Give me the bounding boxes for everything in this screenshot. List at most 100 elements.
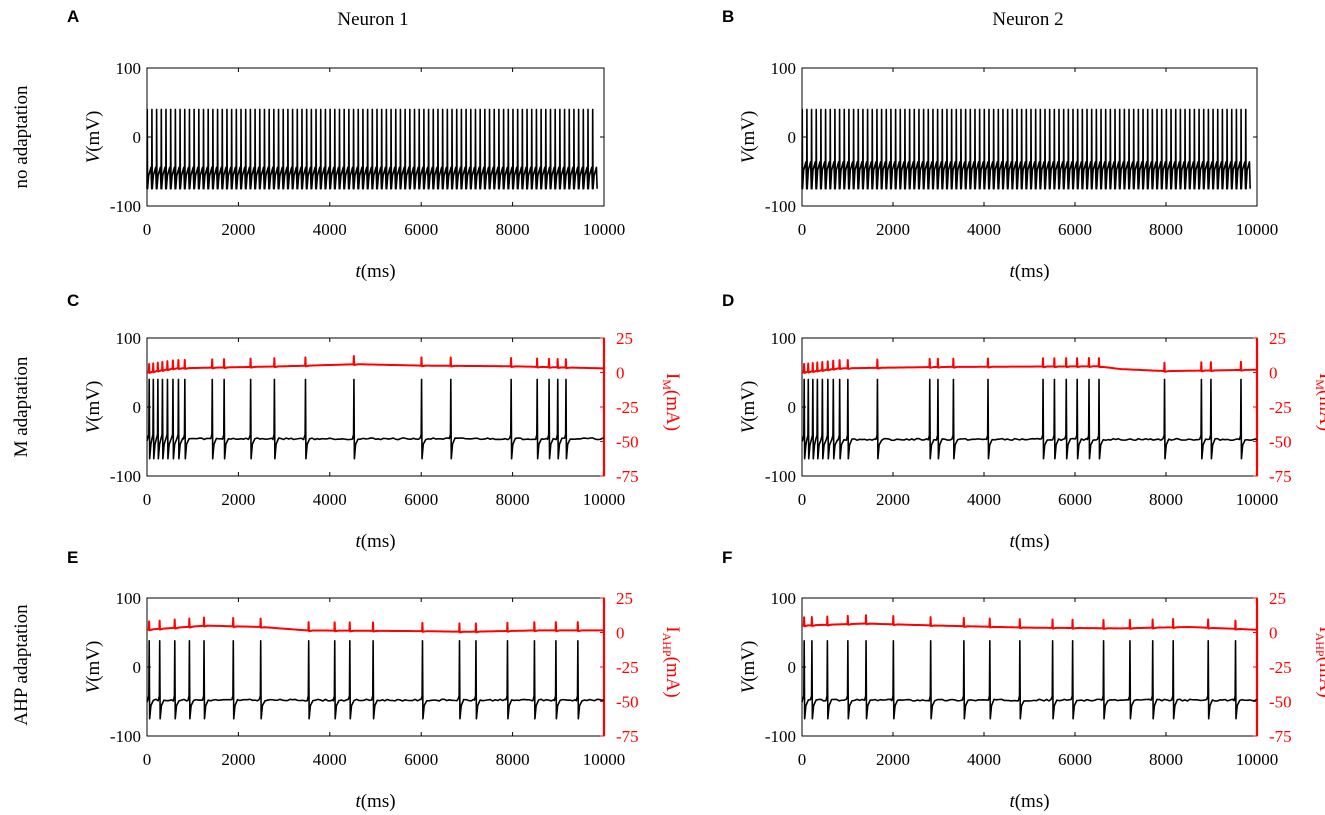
y2-tick-label: -75 xyxy=(616,727,639,746)
y2-tick-label: 25 xyxy=(616,329,633,348)
x-tick-label: 2000 xyxy=(876,750,910,769)
x-tick-label: 0 xyxy=(798,750,807,769)
x-tick-label: 8000 xyxy=(496,750,530,769)
x-tick-label: 2000 xyxy=(876,490,910,509)
y2-axis-label: IAHP(mA) xyxy=(1313,626,1325,698)
y-tick-label: -100 xyxy=(765,197,796,216)
panel-letter-D: D xyxy=(722,291,734,310)
y2-tick-label: -50 xyxy=(616,693,639,712)
x-tick-label: 4000 xyxy=(313,750,347,769)
panel-letter-A: A xyxy=(67,7,79,26)
x-tick-label: 8000 xyxy=(1149,220,1183,239)
y2-tick-label: -50 xyxy=(1269,693,1292,712)
x-tick-label: 10000 xyxy=(1236,220,1279,239)
x-tick-label: 10000 xyxy=(583,750,626,769)
y-tick-label: 0 xyxy=(788,128,797,147)
x-tick-label: 0 xyxy=(143,490,152,509)
y-axis-label: V(mV) xyxy=(83,111,104,164)
current-trace xyxy=(146,616,605,634)
x-tick-label: 2000 xyxy=(221,750,255,769)
column-title-neuron-1: Neuron 1 xyxy=(337,9,408,30)
y2-axis-label: IAHP(mA) xyxy=(660,626,683,698)
y2-tick-label: -50 xyxy=(616,433,639,452)
y-axis-label: V(mV) xyxy=(738,111,759,164)
y2-tick-label: -75 xyxy=(1269,467,1292,486)
x-tick-label: 6000 xyxy=(404,750,438,769)
x-tick-label: 2000 xyxy=(221,220,255,239)
x-tick-label: 6000 xyxy=(1058,750,1092,769)
y2-tick-label: 0 xyxy=(1269,624,1278,643)
x-tick-label: 10000 xyxy=(583,220,626,239)
x-tick-label: 4000 xyxy=(967,490,1001,509)
y-tick-label: -100 xyxy=(110,727,141,746)
y2-tick-label: -75 xyxy=(616,467,639,486)
voltage-trace xyxy=(146,378,605,460)
voltage-trace xyxy=(146,108,598,190)
voltage-trace xyxy=(801,378,1258,460)
x-tick-label: 0 xyxy=(798,490,807,509)
x-axis-label: t(ms) xyxy=(1009,531,1049,552)
x-tick-label: 10000 xyxy=(1236,490,1279,509)
y-tick-label: 100 xyxy=(771,59,797,78)
x-axis-label: t(ms) xyxy=(355,791,395,812)
x-axis-label: t(ms) xyxy=(355,531,395,552)
y2-tick-label: -25 xyxy=(1269,398,1292,417)
y2-tick-label: -25 xyxy=(616,398,639,417)
plot-frame xyxy=(146,337,605,477)
panel-C: C0 2000 4000 6000 8000 10000-1000100t(ms)V(mV… xyxy=(67,291,683,552)
panel-D: D0 2000 4000 6000 8000 10000-1000100t(ms)V(mV… xyxy=(722,291,1325,552)
x-tick-label: 10000 xyxy=(583,490,626,509)
y2-tick-label: 0 xyxy=(616,364,625,383)
x-tick-label: 6000 xyxy=(1058,220,1092,239)
y2-tick-label: 0 xyxy=(1269,364,1278,383)
y-tick-label: -100 xyxy=(765,467,796,486)
x-tick-label: 6000 xyxy=(404,220,438,239)
voltage-trace xyxy=(146,639,605,720)
row-title-ahp-adaptation: AHP adaptation xyxy=(11,604,32,726)
x-tick-label: 4000 xyxy=(967,750,1001,769)
x-tick-label: 4000 xyxy=(313,490,347,509)
panel-letter-E: E xyxy=(67,548,78,567)
x-tick-label: 4000 xyxy=(967,220,1001,239)
y-tick-label: 100 xyxy=(116,59,142,78)
x-tick-label: 6000 xyxy=(1058,490,1092,509)
y-axis-label: V(mV) xyxy=(83,641,104,694)
y2-tick-label: -75 xyxy=(1269,727,1292,746)
plot-frame xyxy=(801,597,1258,737)
y-tick-label: -100 xyxy=(110,467,141,486)
x-tick-label: 10000 xyxy=(1236,750,1279,769)
x-tick-label: 2000 xyxy=(221,490,255,509)
plot-frame xyxy=(801,337,1258,477)
y2-tick-label: 25 xyxy=(616,589,633,608)
x-tick-label: 8000 xyxy=(496,490,530,509)
y2-axis-label: IM(mA) xyxy=(1313,373,1325,431)
x-tick-label: 8000 xyxy=(496,220,530,239)
row-title-no-adaptation: no adaptation xyxy=(11,85,32,188)
y2-axis-label: IM(mA) xyxy=(660,373,683,431)
panel-B: B0 2000 4000 6000 8000 10000-1000100t(ms)V(mV… xyxy=(722,7,1278,282)
panel-E: E0 2000 4000 6000 8000 10000-1000100t(ms)V(mV… xyxy=(67,548,683,812)
x-tick-label: 4000 xyxy=(313,220,347,239)
y2-tick-label: 0 xyxy=(616,624,625,643)
x-axis-label: t(ms) xyxy=(1009,791,1049,812)
y2-tick-label: -25 xyxy=(616,658,639,677)
panel-letter-F: F xyxy=(722,548,732,567)
x-tick-label: 2000 xyxy=(876,220,910,239)
y2-tick-label: -50 xyxy=(1269,433,1292,452)
x-tick-label: 8000 xyxy=(1149,490,1183,509)
y-axis-label: V(mV) xyxy=(738,381,759,434)
y2-tick-label: 25 xyxy=(1269,329,1286,348)
y-tick-label: 0 xyxy=(788,398,797,417)
x-tick-label: 0 xyxy=(143,750,152,769)
voltage-trace xyxy=(801,639,1258,720)
x-axis-label: t(ms) xyxy=(1009,261,1049,282)
column-title-neuron-2: Neuron 2 xyxy=(992,9,1063,30)
y-tick-label: 100 xyxy=(771,589,797,608)
y-tick-label: 100 xyxy=(771,329,797,348)
y-tick-label: 0 xyxy=(133,398,142,417)
current-trace xyxy=(146,355,605,374)
y2-tick-label: 25 xyxy=(1269,589,1286,608)
x-tick-label: 6000 xyxy=(404,490,438,509)
y-axis-label: V(mV) xyxy=(738,641,759,694)
current-trace xyxy=(801,614,1258,631)
